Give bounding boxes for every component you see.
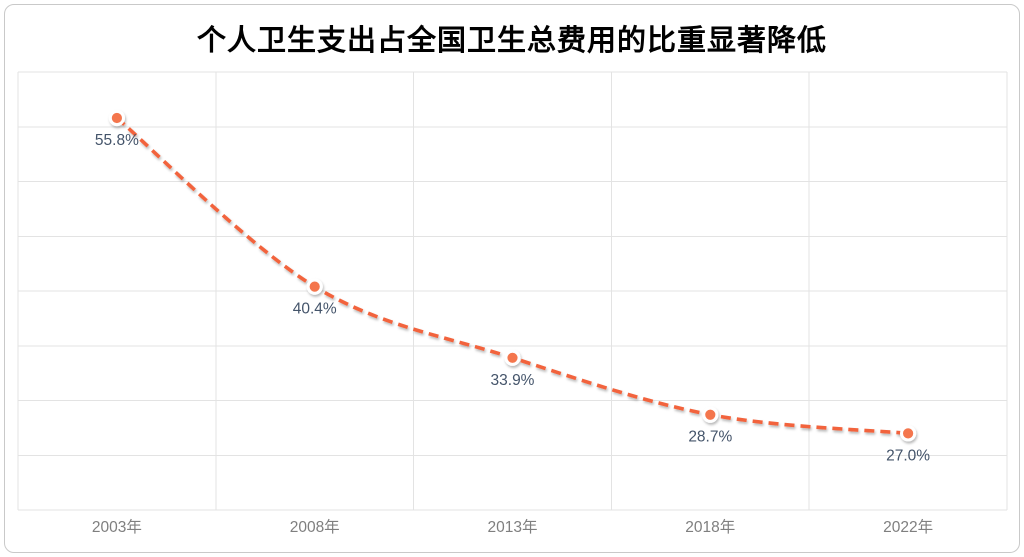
line-chart: 55.8% 40.4% 33.9% 28.7% 27.0% 2003年 2008年 2013年… bbox=[17, 71, 1008, 536]
x-axis-labels: 2003年 2008年 2013年 2018年 2022年 bbox=[92, 518, 933, 536]
x-axis-label: 2008年 bbox=[290, 518, 340, 536]
chart-card: 个人卫生支出占全国卫生总费用的比重显著降低 55.8% 40.4% 33.9% 28.… bbox=[4, 4, 1020, 553]
x-axis-label: 2022年 bbox=[883, 518, 933, 536]
data-series bbox=[108, 109, 917, 442]
data-point-marker bbox=[900, 425, 917, 442]
data-point-marker bbox=[702, 406, 719, 423]
data-label: 55.8% bbox=[95, 132, 139, 149]
data-point-marker bbox=[306, 278, 323, 295]
data-label: 27.0% bbox=[886, 447, 930, 464]
x-axis-label: 2013年 bbox=[488, 518, 538, 536]
chart-title: 个人卫生支出占全国卫生总费用的比重显著降低 bbox=[196, 25, 827, 57]
data-labels: 55.8% 40.4% 33.9% 28.7% 27.0% bbox=[95, 132, 930, 464]
data-label: 28.7% bbox=[688, 429, 732, 446]
x-axis-label: 2003年 bbox=[92, 518, 142, 536]
data-point-marker bbox=[504, 349, 521, 366]
x-axis-label: 2018年 bbox=[685, 518, 735, 536]
data-label: 40.4% bbox=[293, 301, 337, 318]
data-label: 33.9% bbox=[491, 372, 535, 389]
gridlines bbox=[17, 71, 1008, 511]
data-point-marker bbox=[108, 109, 126, 127]
